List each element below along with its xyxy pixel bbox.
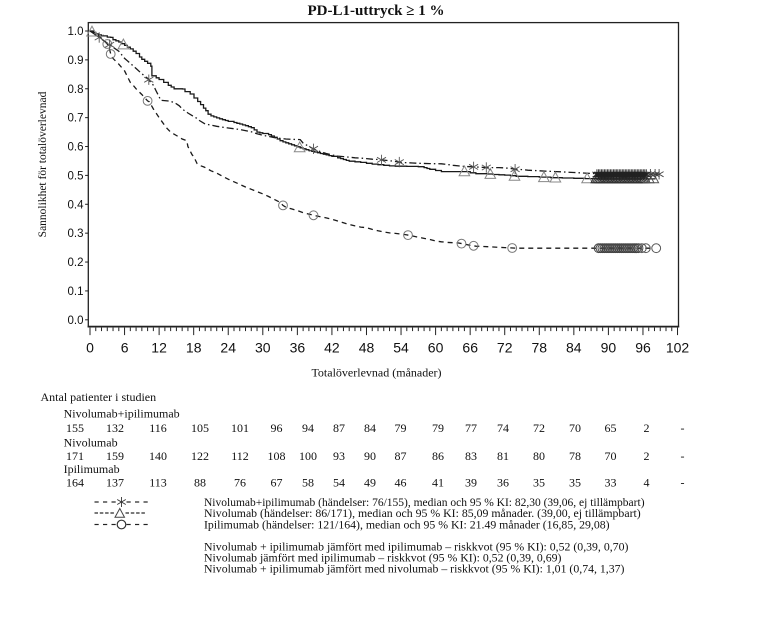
svg-text:140: 140 (149, 449, 167, 463)
svg-text:80: 80 (533, 449, 545, 463)
svg-text:83: 83 (465, 449, 477, 463)
svg-text:0.2: 0.2 (68, 257, 84, 269)
svg-text:6: 6 (121, 340, 129, 356)
svg-text:39: 39 (465, 476, 477, 490)
svg-text:113: 113 (149, 476, 167, 490)
svg-text:94: 94 (302, 421, 314, 435)
svg-text:24: 24 (220, 340, 236, 356)
svg-text:65: 65 (605, 421, 617, 435)
svg-text:164: 164 (66, 476, 84, 490)
svg-text:70: 70 (569, 421, 581, 435)
svg-text:81: 81 (497, 449, 509, 463)
svg-text:155: 155 (66, 421, 84, 435)
svg-text:30: 30 (255, 340, 271, 356)
svg-text:100: 100 (299, 449, 317, 463)
svg-text:36: 36 (497, 476, 509, 490)
svg-text:-: - (681, 449, 685, 463)
svg-text:2: 2 (644, 421, 650, 435)
svg-text:Ipilimumab (händelser: 121/164: Ipilimumab (händelser: 121/164), median … (204, 517, 610, 531)
svg-text:Nivolumab + ipilimumab jämfört: Nivolumab + ipilimumab jämfört med nivol… (204, 562, 625, 576)
svg-text:67: 67 (271, 476, 283, 490)
svg-text:Nivolumab + ipilimumab jämfört: Nivolumab + ipilimumab jämfört med ipili… (204, 540, 628, 554)
svg-text:88: 88 (194, 476, 206, 490)
svg-text:Nivolumab+ipilimumab: Nivolumab+ipilimumab (64, 407, 180, 421)
svg-text:70: 70 (605, 449, 617, 463)
svg-text:87: 87 (395, 449, 407, 463)
svg-text:0.3: 0.3 (68, 228, 84, 240)
svg-text:-: - (681, 476, 685, 490)
svg-text:2: 2 (644, 449, 650, 463)
svg-text:74: 74 (497, 421, 509, 435)
svg-text:77: 77 (465, 421, 477, 435)
svg-text:12: 12 (151, 340, 167, 356)
svg-text:0.6: 0.6 (68, 142, 84, 154)
svg-text:1.0: 1.0 (68, 26, 84, 38)
svg-text:Sannolikhet för totalöverlevna: Sannolikhet för totalöverlevnad (37, 91, 49, 237)
svg-text:36: 36 (290, 340, 306, 356)
svg-text:0.9: 0.9 (68, 55, 84, 67)
svg-text:48: 48 (359, 340, 375, 356)
svg-text:101: 101 (231, 421, 249, 435)
svg-text:0.1: 0.1 (68, 286, 84, 298)
svg-text:54: 54 (333, 476, 345, 490)
svg-text:79: 79 (395, 421, 407, 435)
svg-text:0.0: 0.0 (68, 315, 84, 327)
svg-text:41: 41 (432, 476, 444, 490)
svg-text:102: 102 (666, 340, 690, 356)
svg-text:49: 49 (364, 476, 376, 490)
svg-text:Nivolumab+ipilimumab (händelse: Nivolumab+ipilimumab (händelser: 76/155)… (204, 497, 645, 509)
svg-text:84: 84 (364, 421, 376, 435)
svg-text:4: 4 (644, 476, 650, 490)
svg-text:78: 78 (569, 449, 581, 463)
svg-text:60: 60 (428, 340, 444, 356)
svg-text:122: 122 (191, 449, 209, 463)
svg-text:-: - (681, 421, 685, 435)
svg-text:132: 132 (106, 421, 124, 435)
svg-text:Totalöverlevnad (månader): Totalöverlevnad (månader) (311, 366, 441, 380)
svg-text:58: 58 (302, 476, 314, 490)
svg-text:Nivolumab jämfört med ipilimum: Nivolumab jämfört med ipilimumab – riskk… (204, 551, 562, 565)
svg-text:54: 54 (393, 340, 409, 356)
svg-text:96: 96 (271, 421, 283, 435)
svg-text:87: 87 (333, 421, 345, 435)
svg-text:46: 46 (395, 476, 407, 490)
svg-text:76: 76 (234, 476, 246, 490)
svg-text:0.5: 0.5 (68, 170, 84, 182)
svg-text:35: 35 (533, 476, 545, 490)
svg-text:116: 116 (149, 421, 167, 435)
svg-text:0.4: 0.4 (68, 199, 85, 211)
svg-text:42: 42 (324, 340, 340, 356)
svg-text:18: 18 (186, 340, 202, 356)
svg-text:33: 33 (605, 476, 617, 490)
svg-text:96: 96 (635, 340, 651, 356)
svg-text:112: 112 (231, 449, 249, 463)
svg-text:0.8: 0.8 (68, 84, 84, 96)
svg-text:78: 78 (532, 340, 548, 356)
svg-text:159: 159 (106, 449, 124, 463)
svg-text:0.7: 0.7 (68, 113, 84, 125)
svg-text:105: 105 (191, 421, 209, 435)
svg-text:171: 171 (66, 449, 84, 463)
svg-text:108: 108 (268, 449, 286, 463)
svg-text:PD-L1-uttryck ≥ 1 %: PD-L1-uttryck ≥ 1 % (308, 3, 445, 19)
svg-text:Ipilimumab: Ipilimumab (64, 462, 120, 476)
svg-text:79: 79 (432, 421, 444, 435)
svg-text:Nivolumab (händelser: 86/171),: Nivolumab (händelser: 86/171), median oc… (204, 506, 641, 520)
svg-text:Nivolumab: Nivolumab (64, 435, 118, 449)
svg-text:66: 66 (462, 340, 478, 356)
svg-text:84: 84 (566, 340, 582, 356)
svg-text:72: 72 (497, 340, 513, 356)
svg-text:72: 72 (533, 421, 545, 435)
svg-text:90: 90 (364, 449, 376, 463)
svg-text:86: 86 (432, 449, 444, 463)
svg-text:93: 93 (333, 449, 345, 463)
svg-text:Antal patienter i studien: Antal patienter i studien (41, 390, 157, 404)
svg-text:137: 137 (106, 476, 124, 490)
svg-text:0: 0 (86, 340, 94, 356)
svg-text:90: 90 (601, 340, 617, 356)
svg-text:35: 35 (569, 476, 581, 490)
